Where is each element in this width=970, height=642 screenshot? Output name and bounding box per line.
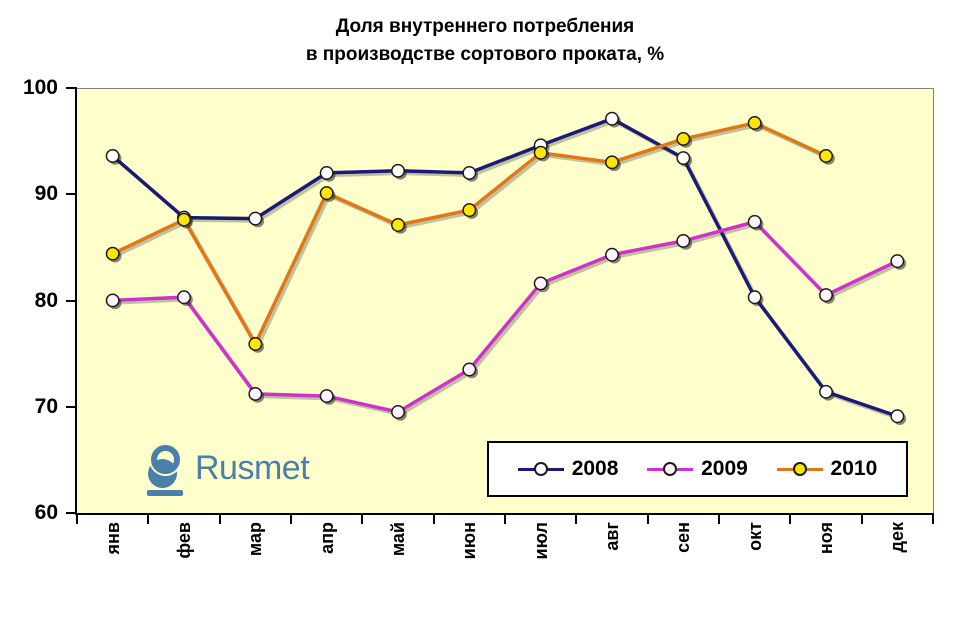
data-point-2009 (248, 386, 263, 401)
data-point-2009 (391, 405, 405, 419)
data-point-2008 (462, 165, 477, 180)
x-axis-line (75, 513, 934, 515)
x-axis-label: июл (530, 522, 551, 560)
data-point-2009 (105, 293, 120, 308)
series-line-shadow-2008 (114, 119, 901, 421)
data-point-2010 (747, 116, 762, 130)
y-axis-tick (66, 405, 75, 408)
legend-marker-icon (792, 461, 807, 476)
legend: 2008 2009 2010 (487, 441, 908, 497)
data-point-2008 (605, 111, 619, 126)
x-axis-label: дек (887, 522, 908, 553)
y-axis-label: 70 (34, 394, 58, 418)
x-axis-label: июн (459, 522, 480, 560)
x-axis-tick (718, 515, 720, 524)
data-point-2008 (747, 290, 762, 305)
y-axis-label: 80 (34, 288, 58, 312)
data-point-2009 (533, 276, 548, 291)
x-axis-label: авг (602, 522, 622, 551)
data-point-2008 (248, 211, 263, 226)
series-line-2008 (111, 116, 898, 418)
y-axis-label: 100 (22, 76, 58, 99)
data-point-2008 (105, 148, 120, 163)
x-axis-label: окт (744, 522, 765, 551)
y-axis-label: 60 (34, 501, 58, 524)
legend-item-2008: 2008 (517, 457, 619, 481)
legend-marker-icon (533, 461, 548, 476)
legend-marker-icon (663, 461, 678, 476)
y-axis-tick (66, 193, 75, 196)
data-point-2010 (605, 155, 619, 170)
x-axis-tick (432, 515, 435, 524)
x-axis-tick (361, 515, 364, 524)
legend-label: 2010 (830, 457, 878, 480)
x-axis-tick (789, 515, 792, 524)
x-axis-tick (218, 515, 221, 524)
data-point-2010 (533, 145, 548, 160)
data-point-2010 (248, 337, 263, 351)
chart-title-line2: в производстве сортового проката, % (305, 44, 665, 65)
series-2009 (105, 214, 907, 421)
chart-title-line1: Доля внутреннего потребления (335, 16, 635, 37)
x-axis-tick (646, 515, 649, 524)
y-axis-line (75, 87, 77, 515)
x-axis-label: фев (174, 522, 194, 559)
data-point-2009 (890, 254, 905, 269)
data-point-2009 (676, 233, 691, 248)
data-point-2008 (676, 151, 691, 166)
x-axis-tick (504, 515, 506, 524)
legend-swatch-icon (517, 461, 564, 477)
rusmet-bar-icon (147, 490, 183, 496)
y-axis-label: 90 (34, 182, 58, 206)
rusmet-logo: Rusmet (147, 443, 337, 499)
y-axis-tick (66, 512, 75, 514)
data-point-2010 (676, 131, 691, 146)
x-axis-tick (932, 515, 934, 524)
x-axis-tick (147, 515, 150, 524)
y-axis-tick (66, 299, 75, 302)
data-point-2009 (462, 362, 477, 377)
legend-label: 2008 (571, 457, 619, 480)
data-point-2010 (177, 212, 191, 227)
x-axis-label: сен (673, 522, 694, 553)
x-axis-tick (860, 515, 863, 524)
chart-title: Доля внутреннего потребления в производс… (0, 13, 970, 69)
data-point-2008 (819, 384, 833, 399)
data-point-2010 (105, 246, 120, 261)
series-2008 (105, 111, 907, 426)
data-point-2009 (177, 290, 191, 305)
data-point-2010 (391, 218, 405, 232)
x-axis-label: мар (245, 522, 266, 557)
x-axis-label: ноя (816, 522, 836, 555)
x-axis-label: апр (316, 522, 337, 554)
x-axis-label: янв (102, 522, 123, 555)
legend-label: 2009 (701, 457, 748, 480)
legend-swatch-icon (647, 461, 694, 477)
data-point-2009 (747, 214, 762, 229)
data-point-2010 (819, 148, 833, 163)
data-point-2008 (319, 165, 334, 180)
legend-swatch-icon (776, 461, 823, 477)
data-point-2009 (605, 247, 619, 262)
x-axis-tick (76, 515, 78, 524)
series-line-shadow-2009 (115, 222, 901, 417)
x-axis-tick (290, 515, 292, 524)
data-point-2010 (462, 203, 477, 218)
rusmet-logo-text: Rusmet (195, 449, 310, 487)
rusmet-ring-icon (151, 445, 180, 474)
data-point-2009 (819, 288, 833, 303)
legend-item-2009: 2009 (647, 457, 748, 481)
x-axis-label: май (388, 522, 408, 557)
data-point-2009 (319, 389, 334, 404)
x-axis-tick (575, 515, 578, 524)
chart-canvas (105, 111, 907, 426)
series-line-2009 (112, 219, 899, 414)
data-point-2008 (391, 163, 405, 178)
data-point-2008 (890, 409, 905, 424)
series-2010 (105, 116, 835, 353)
legend-item-2010: 2010 (776, 457, 878, 481)
y-axis-tick (66, 87, 75, 89)
data-point-2010 (319, 186, 334, 201)
